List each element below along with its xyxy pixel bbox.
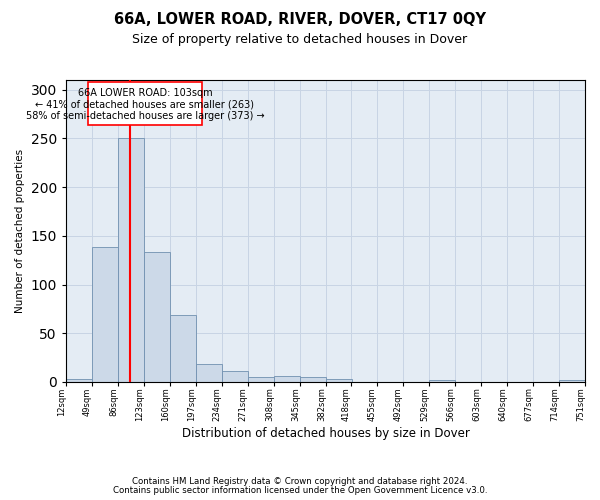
Bar — [300, 377, 326, 382]
Bar — [559, 380, 585, 382]
Text: 66A, LOWER ROAD, RIVER, DOVER, CT17 0QY: 66A, LOWER ROAD, RIVER, DOVER, CT17 0QY — [114, 12, 486, 28]
Y-axis label: Number of detached properties: Number of detached properties — [15, 149, 25, 313]
Bar — [248, 377, 274, 382]
Bar — [118, 138, 144, 382]
Text: 58% of semi-detached houses are larger (373) →: 58% of semi-detached houses are larger (… — [26, 111, 264, 121]
Text: ← 41% of detached houses are smaller (263): ← 41% of detached houses are smaller (26… — [35, 100, 254, 110]
Bar — [88, 82, 202, 125]
Text: Contains HM Land Registry data © Crown copyright and database right 2024.: Contains HM Land Registry data © Crown c… — [132, 477, 468, 486]
Bar — [222, 371, 248, 382]
Bar — [92, 246, 118, 382]
Text: Size of property relative to detached houses in Dover: Size of property relative to detached ho… — [133, 32, 467, 46]
Text: Contains public sector information licensed under the Open Government Licence v3: Contains public sector information licen… — [113, 486, 487, 495]
Bar — [326, 379, 352, 382]
Bar — [66, 379, 92, 382]
Bar — [274, 376, 300, 382]
Bar — [170, 314, 196, 382]
X-axis label: Distribution of detached houses by size in Dover: Distribution of detached houses by size … — [182, 427, 469, 440]
Bar — [429, 380, 455, 382]
Bar — [196, 364, 222, 382]
Text: 66A LOWER ROAD: 103sqm: 66A LOWER ROAD: 103sqm — [77, 88, 212, 98]
Bar — [144, 252, 170, 382]
